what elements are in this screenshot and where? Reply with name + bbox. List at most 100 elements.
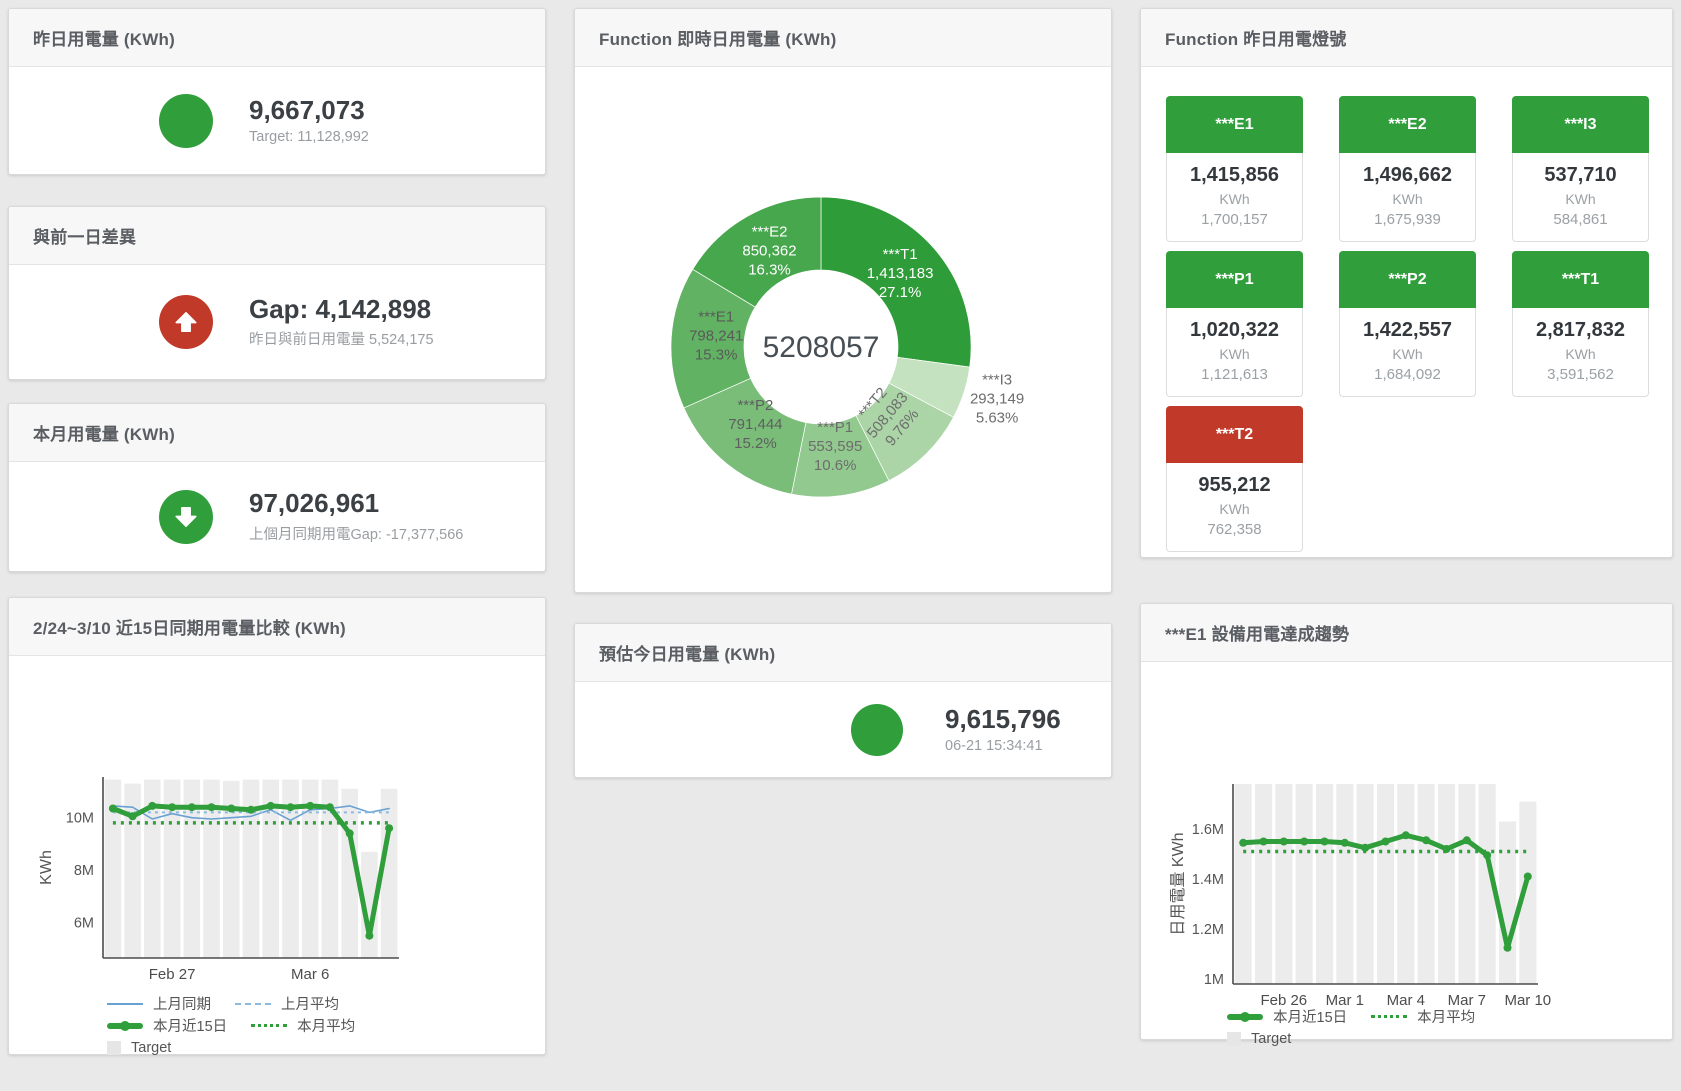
light-tile-p2: ***P2 1,422,557 KWh 1,684,092 xyxy=(1339,251,1476,397)
light-target: 1,700,157 xyxy=(1201,211,1268,228)
panel-header[interactable]: 昨日用電量 (KWh) xyxy=(9,9,545,67)
light-tile-e2: ***E2 1,496,662 KWh 1,675,939 xyxy=(1339,96,1476,242)
svg-text:1.4M: 1.4M xyxy=(1192,872,1224,888)
legend-swatch-icon xyxy=(1227,1031,1241,1046)
panel-header[interactable]: ***E1 設備用電達成趨勢 xyxy=(1141,604,1672,662)
light-tile-grid: ***E1 1,415,856 KWh 1,700,157 ***E2 1,49… xyxy=(1141,67,1672,552)
donut-slice-label: ***I3 293,149 5.63% xyxy=(970,372,1024,427)
stat-timestamp: 06-21 15:34:41 xyxy=(945,738,1043,755)
panel-header[interactable]: 預估今日用電量 (KWh) xyxy=(575,624,1111,682)
legend-item[interactable]: 上月平均 xyxy=(235,993,339,1014)
legend-item[interactable]: 上月同期 xyxy=(107,993,211,1014)
svg-text:Mar 6: Mar 6 xyxy=(291,966,329,983)
stat-subtitle: 上個月同期用電Gap: -17,377,566 xyxy=(249,526,464,543)
panel-function-lights: Function 昨日用電燈號 ***E1 1,415,856 KWh 1,70… xyxy=(1140,8,1673,558)
panel-header[interactable]: 本月用電量 (KWh) xyxy=(9,404,545,462)
panel-15day-comparison: 2/24~3/10 近15日同期用電量比較 (KWh) 6M 8M 10M Feb 2… xyxy=(8,597,546,1056)
donut-slice-label: ***T1 1,413,183 27.1% xyxy=(867,246,934,301)
light-tile-header: ***P2 xyxy=(1339,251,1476,308)
status-circle-icon xyxy=(851,703,903,756)
arrow-up-icon xyxy=(159,295,213,349)
panel-title: 2/24~3/10 近15日同期用電量比較 (KWh) xyxy=(33,619,346,638)
light-target: 1,121,613 xyxy=(1201,366,1268,383)
svg-text:Mar 10: Mar 10 xyxy=(1504,992,1551,1009)
legend-item[interactable]: Target xyxy=(107,1040,171,1056)
panel-header[interactable]: 2/24~3/10 近15日同期用電量比較 (KWh) xyxy=(9,598,545,656)
panel-yesterday-usage: 昨日用電量 (KWh) 9,667,073 Target: 11,128,992 xyxy=(8,8,546,175)
svg-text:1.2M: 1.2M xyxy=(1192,922,1224,938)
svg-text:Feb 27: Feb 27 xyxy=(149,966,196,983)
panel-header[interactable]: Function 昨日用電燈號 xyxy=(1141,9,1672,67)
stat-value: 97,026,961 xyxy=(249,488,380,519)
legend-swatch-icon xyxy=(107,1020,143,1031)
light-tile-header: ***I3 xyxy=(1512,96,1649,153)
panel-title: 預估今日用電量 (KWh) xyxy=(599,645,776,664)
light-tile-i3: ***I3 537,710 KWh 584,861 xyxy=(1512,96,1649,242)
legend-swatch-icon xyxy=(1371,1015,1408,1018)
light-target: 3,591,562 xyxy=(1547,366,1614,383)
legend-item[interactable]: 本月近15日 xyxy=(1227,1006,1347,1027)
donut-slice-T1[interactable] xyxy=(820,196,972,368)
light-tile-header: ***P1 xyxy=(1166,251,1303,308)
light-value: 1,422,557 xyxy=(1363,319,1452,341)
svg-text:8M: 8M xyxy=(74,863,94,879)
light-value: 1,496,662 xyxy=(1363,164,1452,186)
light-tile-p1: ***P1 1,020,322 KWh 1,121,613 xyxy=(1166,251,1303,397)
donut-slice-label: ***E1 798,241 15.3% xyxy=(689,308,743,363)
light-tile-t1: ***T1 2,817,832 KWh 3,591,562 xyxy=(1512,251,1649,397)
panel-e1-trend: ***E1 設備用電達成趨勢 1M 1.2M 1.4M 1.6M Feb 26 Mar 1… xyxy=(1140,603,1673,1047)
stat-today-estimate: 9,615,796 06-21 15:34:41 xyxy=(575,682,1111,777)
legend-swatch-icon xyxy=(1227,1011,1263,1022)
legend-label: Target xyxy=(1251,1030,1292,1047)
light-unit: KWh xyxy=(1219,191,1250,207)
legend-item[interactable]: 本月近15日 xyxy=(107,1015,227,1036)
function-usage-donut-chart: ***T1 1,413,183 27.1%***I3 293,149 5.63%***T… xyxy=(670,196,1024,498)
legend-label: 本月平均 xyxy=(297,1019,356,1035)
donut-center-total: 5208057 xyxy=(763,331,880,364)
stat-subtitle: Target: 11,128,992 xyxy=(249,129,369,146)
light-unit: KWh xyxy=(1565,191,1596,207)
legend-swatch-icon xyxy=(107,1002,143,1005)
compare-chart-legend: 上月同期 上月平均 本月近15日 本月平均 Target xyxy=(107,993,355,1056)
svg-text:Mar 4: Mar 4 xyxy=(1387,992,1425,1009)
svg-text:Mar 1: Mar 1 xyxy=(1326,992,1364,1009)
legend-item[interactable]: 本月平均 xyxy=(251,1015,355,1036)
light-value: 1,415,856 xyxy=(1190,164,1279,186)
panel-title: 與前一日差異 xyxy=(33,228,137,247)
legend-item[interactable]: Target xyxy=(1227,1031,1291,1047)
panel-today-estimate: 預估今日用電量 (KWh) 9,615,796 06-21 15:34:41 xyxy=(574,623,1112,778)
light-tile-t2: ***T2 955,212 KWh 762,358 xyxy=(1166,406,1303,552)
legend-item[interactable]: 本月平均 xyxy=(1371,1006,1475,1027)
light-tile-header: ***T1 xyxy=(1512,251,1649,308)
legend-label: 本月平均 xyxy=(1417,1010,1476,1026)
light-target: 762,358 xyxy=(1207,521,1262,538)
stat-subtitle: 昨日與前日用電量 5,524,175 xyxy=(249,332,434,349)
panel-header[interactable]: Function 即時日用電量 (KWh) xyxy=(575,9,1111,67)
status-circle-icon xyxy=(159,93,213,148)
light-unit: KWh xyxy=(1219,501,1250,517)
svg-text:KWh: KWh xyxy=(38,850,55,885)
legend-label: 上月同期 xyxy=(153,997,211,1013)
donut-slice-E2[interactable] xyxy=(692,196,822,308)
light-value: 1,020,322 xyxy=(1190,319,1279,341)
svg-text:Mar 7: Mar 7 xyxy=(1448,992,1486,1009)
panel-header[interactable]: 與前一日差異 xyxy=(9,207,545,265)
light-tile-header: ***E2 xyxy=(1339,96,1476,153)
light-target: 584,861 xyxy=(1553,211,1608,228)
panel-title: 昨日用電量 (KWh) xyxy=(33,30,175,49)
legend-label: 本月近15日 xyxy=(153,1019,228,1035)
light-unit: KWh xyxy=(1392,191,1423,207)
light-target: 1,675,939 xyxy=(1374,211,1441,228)
stat-diff-prev-day: Gap: 4,142,898 昨日與前日用電量 5,524,175 xyxy=(9,265,545,379)
arrow-down-icon xyxy=(159,489,213,544)
donut-slice-label: ***E2 850,362 16.3% xyxy=(742,224,796,279)
svg-text:日用電量 KWh: 日用電量 KWh xyxy=(1170,832,1187,935)
light-value: 537,710 xyxy=(1544,164,1617,186)
svg-text:Feb 26: Feb 26 xyxy=(1260,992,1307,1009)
stat-value: 9,615,796 xyxy=(945,703,1061,734)
legend-label: Target xyxy=(131,1039,172,1056)
svg-text:10M: 10M xyxy=(66,811,94,827)
light-unit: KWh xyxy=(1219,346,1250,362)
donut-slice-label: ***P1 553,595 10.6% xyxy=(808,419,862,474)
panel-title: 本月用電量 (KWh) xyxy=(33,425,175,444)
